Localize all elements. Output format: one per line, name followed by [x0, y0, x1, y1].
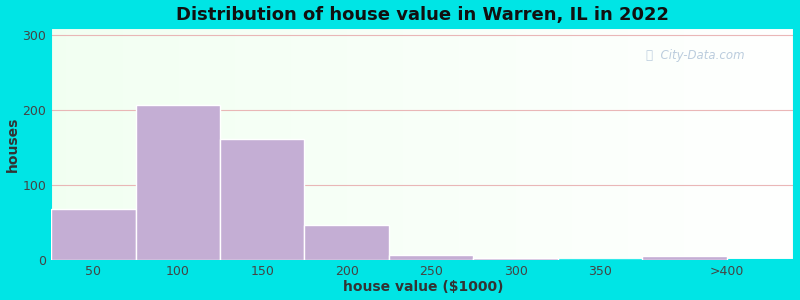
Bar — [642, 256, 727, 260]
Bar — [51, 209, 135, 260]
Bar — [305, 225, 389, 260]
X-axis label: house value ($1000): house value ($1000) — [342, 280, 503, 294]
Bar — [389, 255, 474, 260]
Bar — [474, 258, 558, 260]
Text: ⓘ  City-Data.com: ⓘ City-Data.com — [646, 49, 744, 62]
Bar — [220, 139, 305, 260]
Bar — [135, 105, 220, 260]
Y-axis label: houses: houses — [6, 116, 19, 172]
Title: Distribution of house value in Warren, IL in 2022: Distribution of house value in Warren, I… — [176, 6, 670, 24]
